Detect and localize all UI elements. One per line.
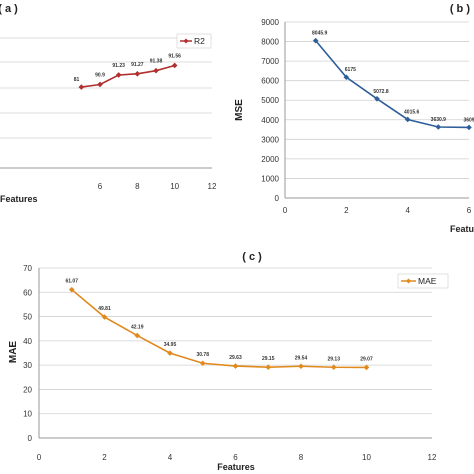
y-tick-label: 50 [23,313,32,322]
data-point [374,95,380,102]
data-label: 61.07 [65,279,78,285]
data-label: 29.63 [229,355,242,361]
data-point [265,364,272,371]
y-tick-label: 20 [23,385,32,394]
series-line [315,40,470,129]
x-tick-label: 10 [362,453,371,462]
data-point [78,84,85,90]
data-point [68,286,75,293]
panel-a: 6 8 10 12 81 90.9 91.23 91.27 91.38 91.56 R2 ( a ) F… [0,3,217,204]
data-point [199,360,206,367]
legend-box [397,273,449,289]
series-line [71,289,367,369]
x-tick-label: 12 [208,182,217,191]
y-tick-label: 5000 [261,96,279,105]
data-label: 29.13 [327,356,340,362]
data-point [404,116,411,123]
data-point [115,72,122,78]
y-tick-label: 2000 [261,155,279,164]
data-label: 3609 [463,117,474,123]
panel-c: 0 10 20 30 40 50 60 70 0 2 4 6 8 10 12 61.07 49.81 42.19 3… [8,251,449,472]
data-label: 29.07 [360,356,373,362]
data-point [97,81,103,88]
data-label: 90.9 [95,72,105,78]
data-point [134,332,141,339]
y-tick-label: 60 [23,288,32,297]
x-tick-label: 12 [428,453,437,462]
x-axis-label: Featu [450,224,474,234]
x-tick-label: 8 [299,453,304,462]
y-tick-label: 70 [23,264,32,273]
y-tick-label: 10 [23,410,32,419]
panel-b: 0 1000 2000 3000 4000 5000 6000 7000 8000 9000 0 2 4… [234,3,474,234]
series-line [81,64,175,88]
legend-box [176,33,212,49]
data-point [171,62,178,69]
y-tick-label: 1000 [261,174,279,183]
legend-label: R2 [194,36,205,46]
x-tick-label: 2 [102,453,107,462]
data-label: 91.23 [112,63,125,69]
x-tick-label: 2 [344,206,349,215]
data-label: 5072.8 [373,89,389,95]
data-label: 49.81 [98,306,111,312]
y-tick-label: 4000 [261,116,279,125]
panel-label: ( a ) [0,3,18,15]
data-label: 30.78 [196,352,209,358]
data-label: 6175 [345,67,356,73]
x-tick-label: 8 [135,182,140,191]
data-label: 91.27 [131,62,144,68]
x-axis-label: Features [0,194,38,204]
data-label: 81 [74,77,80,83]
y-axis-label: MSE [234,99,245,121]
data-label: 3630.9 [431,117,447,123]
data-point [363,364,370,371]
x-tick-label: 6 [98,182,103,191]
y-tick-label: 3000 [261,135,279,144]
data-point [167,350,173,356]
data-point [435,124,442,130]
data-label: 8045.9 [312,31,328,37]
y-tick-label: 0 [275,194,280,203]
y-tick-label: 40 [23,337,32,346]
x-tick-label: 4 [405,206,410,215]
data-point [312,37,319,44]
y-tick-label: 30 [23,361,32,370]
legend-swatch-marker [183,38,189,44]
x-axis-label: Features [217,462,255,472]
x-tick-label: 6 [233,453,238,462]
y-axis-label: MAE [8,341,19,364]
data-label: 91.38 [150,59,163,65]
x-tick-label: 10 [170,182,179,191]
panel-label: ( b ) [450,3,470,15]
data-point [153,67,159,74]
x-tick-label: 0 [283,206,288,215]
data-point [232,363,239,369]
data-label: 4015.6 [404,109,420,115]
x-tick-label: 0 [37,453,42,462]
data-label: 29.15 [262,356,275,362]
legend-swatch-marker [406,278,411,284]
data-label: 29.54 [295,355,308,361]
y-tick-label: 8000 [261,38,279,47]
data-label: 91.56 [168,53,181,59]
legend-label: MAE [418,276,437,286]
data-label: 42.19 [131,325,144,331]
y-tick-label: 6000 [261,77,279,86]
data-point [298,363,304,370]
y-tick-label: 9000 [261,18,279,27]
data-point [330,364,337,371]
data-point [343,74,350,81]
data-point [466,124,472,131]
y-tick-label: 7000 [261,57,279,66]
data-point [134,71,141,77]
data-label: 34.95 [164,342,177,348]
panel-label: ( c ) [242,251,262,263]
y-tick-label: 0 [28,434,33,443]
x-tick-label: 6 [467,206,472,215]
x-tick-label: 4 [168,453,173,462]
data-point [101,314,108,320]
